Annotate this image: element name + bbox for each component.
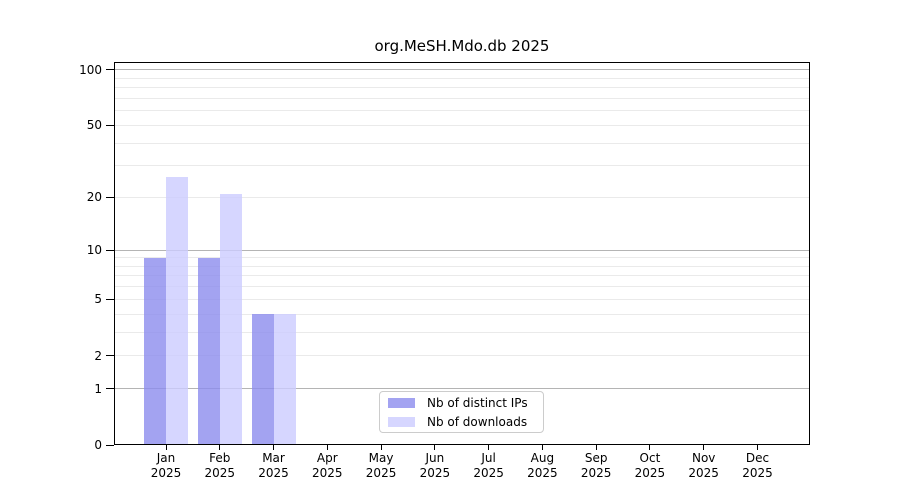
y-gridline-minor (114, 257, 810, 259)
x-tick-month: Aug (530, 451, 555, 465)
x-tick-month: Jul (481, 451, 496, 465)
chart-title: org.MeSH.Mdo.db 2025 (374, 37, 550, 55)
y-gridline-minor (114, 77, 810, 79)
x-tick-label: Jan 2025 (136, 451, 196, 481)
x-tick (219, 445, 221, 450)
x-tick-year: 2025 (473, 466, 504, 480)
x-tick-year: 2025 (742, 466, 773, 480)
y-tick-label: 100 (79, 62, 102, 77)
x-tick-label: Nov 2025 (674, 451, 734, 481)
x-tick (326, 445, 328, 450)
x-tick-year: 2025 (419, 466, 451, 480)
y-gridline-minor (114, 196, 810, 198)
x-tick-year: 2025 (634, 466, 666, 480)
x-tick (165, 445, 167, 450)
x-tick (595, 445, 597, 450)
x-tick-month: Jun (425, 451, 445, 465)
x-tick-year: 2025 (204, 466, 236, 480)
bar-distinct-ips (251, 314, 274, 445)
y-tick-label: 1 (94, 381, 102, 396)
y-gridline-minor (114, 275, 810, 277)
y-gridline-major (114, 69, 810, 71)
y-tick-label: 10 (86, 243, 102, 258)
x-tick-label: Oct 2025 (620, 451, 680, 481)
x-tick (273, 445, 275, 450)
legend-item-distinct-ips: Nb of distinct IPs (388, 396, 535, 410)
legend-swatch-downloads-icon (388, 416, 415, 427)
x-tick-label: Mar 2025 (244, 451, 304, 481)
bar-distinct-ips (197, 257, 220, 445)
bar-downloads (166, 177, 188, 445)
legend-label-downloads: Nb of downloads (427, 414, 528, 429)
y-tick-label: 50 (86, 118, 102, 133)
bar-distinct-ips (144, 257, 166, 445)
x-tick-month: Jan (156, 451, 176, 465)
y-tick (106, 196, 114, 198)
x-tick-year: 2025 (150, 466, 182, 480)
x-tick-year: 2025 (527, 466, 558, 480)
y-gridline-major (114, 388, 810, 390)
x-tick-month: Mar (262, 451, 285, 465)
y-tick-label: 5 (94, 292, 102, 307)
y-gridline-minor (114, 124, 810, 126)
x-tick-label: Feb 2025 (190, 451, 250, 481)
y-tick-label: 20 (86, 190, 102, 205)
x-tick (488, 445, 490, 450)
y-gridline-minor (114, 165, 810, 167)
x-tick-year: 2025 (258, 466, 289, 480)
y-gridline-minor (114, 298, 810, 300)
y-tick-label: 2 (94, 348, 102, 363)
x-tick-month: Apr (316, 451, 338, 465)
legend-item-downloads: Nb of downloads (388, 415, 535, 429)
y-tick (106, 298, 114, 300)
x-tick-label: May 2025 (351, 451, 411, 481)
y-gridline-minor (114, 313, 810, 315)
y-tick (106, 355, 114, 357)
y-gridline-minor (114, 286, 810, 288)
x-tick (541, 445, 543, 450)
x-tick-label: Aug 2025 (512, 451, 572, 481)
y-tick-label: 0 (94, 438, 102, 452)
y-tick (106, 69, 114, 71)
y-tick (106, 124, 114, 126)
x-tick-month: May (368, 451, 394, 465)
y-gridline-minor (114, 110, 810, 112)
x-tick (434, 445, 436, 450)
x-tick-month: Feb (209, 451, 231, 465)
y-tick (106, 388, 114, 390)
legend-label-distinct-ips: Nb of distinct IPs (427, 395, 528, 410)
y-gridline-minor (114, 355, 810, 357)
x-tick (703, 445, 705, 450)
y-tick (106, 249, 114, 251)
x-tick-month: Dec (745, 451, 770, 465)
x-tick (649, 445, 651, 450)
x-tick-label: Sep 2025 (566, 451, 626, 481)
x-tick-label: Apr 2025 (297, 451, 357, 481)
x-tick-month: Oct (639, 451, 661, 465)
x-tick-year: 2025 (688, 466, 719, 480)
x-tick-year: 2025 (312, 466, 343, 480)
x-tick-label: Dec 2025 (727, 451, 787, 481)
y-gridline-major (114, 249, 810, 251)
bar-downloads (273, 314, 296, 445)
y-gridline-minor (114, 265, 810, 267)
x-tick-label: Jul 2025 (459, 451, 519, 481)
x-tick-month: Sep (584, 451, 608, 465)
x-tick-year: 2025 (580, 466, 612, 480)
y-tick (106, 444, 114, 446)
y-gridline-minor (114, 142, 810, 144)
y-gridline-minor (114, 87, 810, 89)
bar-downloads (219, 193, 242, 445)
x-tick-label: Jun 2025 (405, 451, 465, 481)
x-tick-month: Nov (691, 451, 716, 465)
x-tick-year: 2025 (365, 466, 397, 480)
x-tick (756, 445, 758, 450)
chart-legend: Nb of distinct IPs Nb of downloads (379, 391, 544, 433)
y-gridline-minor (114, 331, 810, 333)
x-tick (380, 445, 382, 450)
legend-swatch-distinct-ips-icon (388, 397, 415, 408)
y-gridline-minor (114, 97, 810, 99)
